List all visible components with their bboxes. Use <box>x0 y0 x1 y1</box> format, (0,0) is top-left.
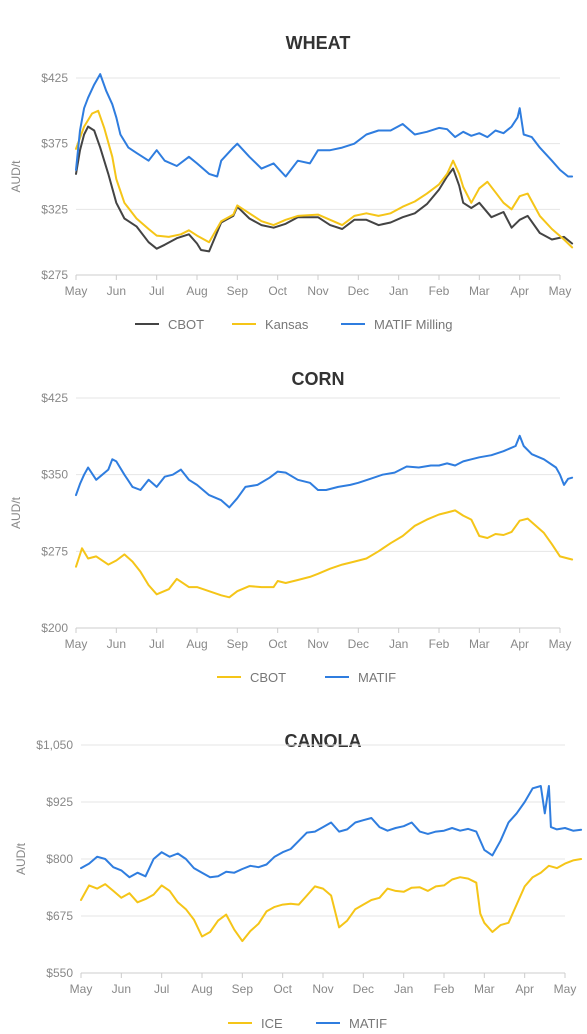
x-tick-label: Sep <box>232 982 254 996</box>
y-tick-label: $925 <box>46 795 73 809</box>
x-tick-label: Jul <box>149 284 164 298</box>
legend-label-ice: ICE <box>261 1016 283 1031</box>
x-tick-label: Mar <box>474 982 495 996</box>
y-tick-label: $275 <box>41 544 68 558</box>
chart-title: WHEAT <box>286 33 351 53</box>
x-tick-label: Mar <box>469 284 490 298</box>
y-axis-label: AUD/t <box>14 842 28 875</box>
series-line-cbot <box>75 125 574 253</box>
legend-label-cbot: CBOT <box>250 670 286 685</box>
y-tick-label: $800 <box>46 852 73 866</box>
x-tick-label: May <box>70 982 93 996</box>
y-axis-label: AUD/t <box>9 496 23 529</box>
x-tick-label: Jul <box>154 982 169 996</box>
x-tick-label: Feb <box>434 982 455 996</box>
chart-panel-wheat: WHEAT $275 $325 $375 $425 May Jun Jul Aug Sep Oct N… <box>9 33 574 332</box>
x-tick-label: Jun <box>107 637 126 651</box>
x-tick-label: Jan <box>389 284 408 298</box>
x-tick-label: Sep <box>227 284 249 298</box>
x-tick-label: Apr <box>510 637 529 651</box>
x-tick-label: Apr <box>510 284 529 298</box>
x-tick-label: Jul <box>149 637 164 651</box>
legend-label-matif: MATIF <box>358 670 396 685</box>
chart-title: CANOLA <box>285 731 362 751</box>
y-tick-label: $275 <box>41 268 68 282</box>
x-tick-label: Nov <box>307 637 328 651</box>
x-tick-label: Apr <box>515 982 534 996</box>
x-tick-label: Feb <box>429 637 450 651</box>
x-tick-label: Jun <box>107 284 126 298</box>
series-line-matif <box>80 785 583 879</box>
legend-label-matif: MATIF <box>349 1016 387 1031</box>
x-tick-label: Aug <box>186 284 207 298</box>
series-line-matif <box>75 434 574 509</box>
x-tick-label: May <box>65 637 88 651</box>
series-line-matif-milling <box>75 73 574 178</box>
x-tick-label: Nov <box>312 982 333 996</box>
y-tick-label: $550 <box>46 966 73 980</box>
x-tick-label: Dec <box>348 284 369 298</box>
x-tick-label: May <box>65 284 88 298</box>
x-tick-label: Oct <box>273 982 292 996</box>
x-tick-label: Feb <box>429 284 450 298</box>
x-tick-label: Jan <box>394 982 413 996</box>
x-tick-label: Oct <box>268 637 287 651</box>
x-tick-label: Aug <box>186 637 207 651</box>
x-tick-label: Aug <box>191 982 212 996</box>
series-line-ice <box>80 858 583 943</box>
y-tick-label: $375 <box>41 137 68 151</box>
x-tick-label: May <box>549 284 572 298</box>
x-tick-label: May <box>549 637 572 651</box>
legend-label-cbot: CBOT <box>168 317 204 332</box>
x-tick-label: Dec <box>348 637 369 651</box>
legend-label-matif-milling: MATIF Milling <box>374 317 452 332</box>
y-tick-label: $425 <box>41 71 68 85</box>
legend-label-kansas: Kansas <box>265 317 309 332</box>
x-tick-label: May <box>554 982 577 996</box>
series-line-kansas <box>75 109 574 249</box>
x-tick-label: Jun <box>112 982 131 996</box>
series-line-cbot <box>75 509 574 599</box>
y-tick-label: $1,050 <box>36 738 73 752</box>
y-tick-label: $325 <box>41 202 68 216</box>
x-tick-label: Oct <box>268 284 287 298</box>
x-tick-label: Mar <box>469 637 490 651</box>
x-tick-label: Nov <box>307 284 328 298</box>
y-tick-label: $675 <box>46 909 73 923</box>
y-tick-label: $350 <box>41 468 68 482</box>
y-axis-label: AUD/t <box>9 160 23 193</box>
x-tick-label: Jan <box>389 637 408 651</box>
chart-title: CORN <box>292 369 345 389</box>
x-tick-label: Sep <box>227 637 249 651</box>
chart-panel-canola: CANOLA $550 $675 $800 $925 $1,050 May Jun Jul Aug… <box>14 731 583 1031</box>
y-tick-label: $200 <box>41 621 68 635</box>
x-tick-label: Dec <box>353 982 374 996</box>
chart-panel-corn: CORN $200 $275 $350 $425 May Jun Jul Aug Sep Oct No… <box>9 369 574 685</box>
y-tick-label: $425 <box>41 391 68 405</box>
